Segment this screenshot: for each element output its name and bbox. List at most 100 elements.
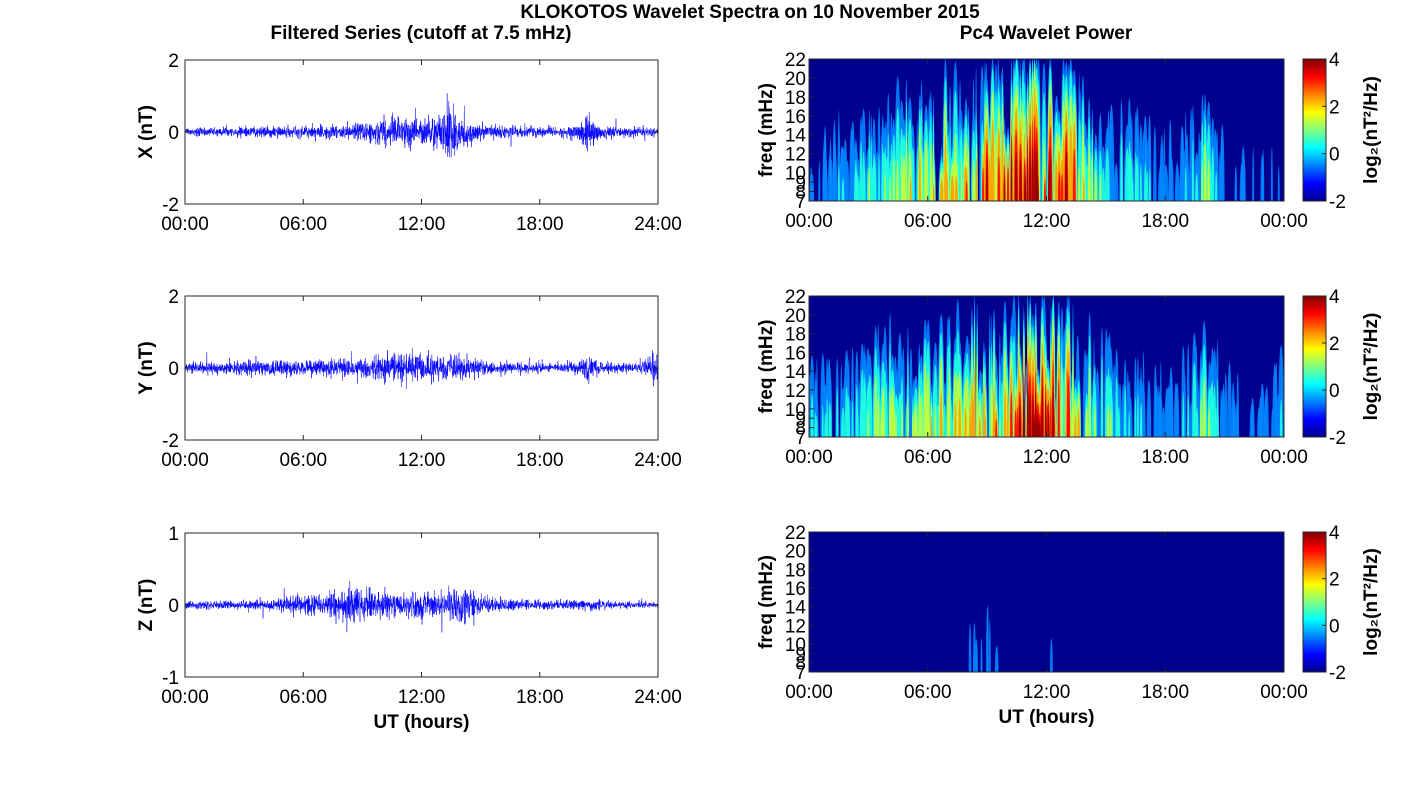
wavelet-x-power-streak (990, 118, 995, 201)
wavelet-x-power-streak (888, 160, 892, 201)
wavelet-z-power-field (968, 604, 1053, 672)
wavelet-x-power-streak (1091, 126, 1094, 201)
wavelet-y-power-streak (1034, 391, 1037, 437)
series-y-xtick-label: 12:00 (398, 450, 446, 471)
wavelet-x-power-streak (1072, 148, 1076, 201)
wavelet-y-power-streak (1106, 405, 1110, 437)
wavelet-z-ytick-label: 16 (785, 579, 806, 600)
wavelet-x-power-streak (1219, 124, 1225, 201)
wavelet-y-power-streak (1066, 369, 1069, 437)
wavelet-x-power-streak (1094, 169, 1098, 201)
wavelet-y-power-streak (909, 348, 913, 437)
wavelet-y-power-streak (1041, 386, 1044, 437)
wavelet-y-power-streak (905, 402, 908, 437)
wavelet-x-power-streak (1082, 154, 1086, 201)
wavelet-x-power-streak (1065, 151, 1068, 201)
wavelet-z-power-streak (980, 637, 983, 672)
y-series-panel: -2 0 2 Y (nT) 00:00 06:00 12:00 18:00 24:00 (136, 287, 682, 471)
wavelet-x-power-streak (1191, 105, 1195, 201)
wavelet-y-power-streak (877, 394, 880, 437)
wavelet-y-power-streak (821, 372, 824, 437)
wavelet-y-power-streak (1278, 345, 1284, 437)
wavelet-x-ytick-label: 22 (785, 50, 806, 71)
wavelet-y-power-streak (1036, 412, 1040, 437)
wavelet-y-power-streak (1016, 406, 1019, 437)
series-x-xtick-label: 24:00 (634, 214, 682, 235)
wavelet-y-power-streak (809, 355, 815, 437)
wavelet-z-ylabel: freq (mHz) (756, 555, 777, 649)
wavelet-y-power-streak (1231, 382, 1236, 437)
wavelet-x-colorbar (1302, 58, 1327, 202)
wavelet-z-xtick-label: 18:00 (1141, 682, 1189, 703)
wavelet-x-ytick-label: 16 (785, 107, 806, 128)
wavelet-y-power-streak (1003, 386, 1007, 437)
wavelet-x-power-streak (944, 133, 947, 201)
wavelet-x-power-streak (1129, 168, 1132, 201)
wavelet-x-power-streak (868, 131, 871, 201)
wavelet-y-power-streak (1275, 361, 1278, 437)
wavelet-x-power-streak (1091, 152, 1094, 201)
series-x-ylabel: X (nT) (136, 105, 157, 159)
wavelet-y-power-streak (1014, 395, 1017, 437)
wavelet-y-power-streak (826, 397, 829, 437)
wavelet-z-colorbar-tick-label: 0 (1329, 616, 1340, 637)
wavelet-y-power-streak (1231, 398, 1237, 437)
wavelet-y-power-streak (995, 419, 998, 437)
wavelet-z-power-streak (994, 645, 999, 672)
wavelet-x-power-streak (1029, 146, 1032, 201)
wavelet-x-ytick-label: 12 (785, 145, 806, 166)
wavelet-y-power-streak (1038, 420, 1041, 437)
wavelet-y-power-streak (1136, 357, 1140, 437)
series-x-ytick-label: 0 (168, 123, 179, 144)
wavelet-y-power-streak (1002, 347, 1008, 437)
wavelet-x-power-streak (1049, 148, 1052, 201)
wavelet-y-power-streak (999, 417, 1002, 437)
wavelet-x-colorbar-tick-label: 0 (1329, 145, 1340, 166)
wavelet-x-power-streak (1197, 132, 1201, 201)
wavelet-y-ytick-label: 18 (785, 325, 806, 346)
wavelet-z-power-streak (988, 618, 991, 672)
wavelet-z-background (809, 532, 1284, 672)
wavelet-y-power-streak (1073, 398, 1078, 437)
wavelet-y-power-streak (1076, 391, 1081, 437)
wavelet-x-power-streak (1124, 147, 1130, 201)
wavelet-x-power-streak (1101, 167, 1106, 201)
wavelet-x-power-streak (1240, 146, 1246, 201)
wavelet-y-power-streak (912, 410, 915, 437)
wavelet-y-xtick-label: 18:00 (1141, 447, 1189, 468)
wavelet-z-power-streak (973, 622, 976, 672)
wavelet-y-power-streak (1085, 406, 1089, 437)
wavelet-x-power-streak (1163, 164, 1169, 201)
wavelet-y-power-streak (1134, 397, 1137, 437)
wavelet-y-power-streak (1133, 357, 1138, 437)
wavelet-y-power-streak (835, 358, 839, 437)
wavelet-x-power-streak (1160, 134, 1164, 201)
wavelet-x-power-streak (909, 177, 912, 201)
wavelet-x-power-streak (1099, 173, 1102, 201)
wavelet-z-power-streak (974, 639, 979, 672)
wavelet-x-power-streak (965, 180, 968, 201)
wavelet-y-power-streak (843, 349, 850, 437)
wavelet-x-power-streak (1068, 124, 1073, 201)
left-column-title: Filtered Series (cutoff at 7.5 mHz) (271, 23, 572, 44)
wavelet-y-power-streak (973, 367, 976, 437)
series-y-ytick-label: 0 (168, 359, 179, 380)
wavelet-y-power-streak (880, 361, 886, 437)
wavelet-x-power-streak (854, 159, 858, 201)
wavelet-y-power-streak (998, 403, 1002, 437)
wavelet-y-power-streak (939, 389, 943, 437)
wavelet-x-power-streak (1153, 126, 1157, 201)
wavelet-x-power-streak (1129, 148, 1132, 201)
wavelet-x-power-field (809, 59, 1280, 201)
wavelet-x-power-streak (863, 168, 866, 201)
wavelet-x-power-streak (948, 86, 952, 201)
wavelet-x-ytick-label: 8 (795, 183, 806, 204)
wavelet-y-power-streak (1026, 381, 1029, 437)
wavelet-x-power-streak (949, 126, 952, 201)
wavelet-x-power-streak (1193, 152, 1200, 201)
wavelet-y-xtick-label: 12:00 (1023, 447, 1071, 468)
wavelet-x-power-streak (965, 168, 969, 201)
wavelet-y-power-streak (815, 358, 818, 437)
wavelet-y-power-streak (1077, 407, 1080, 437)
